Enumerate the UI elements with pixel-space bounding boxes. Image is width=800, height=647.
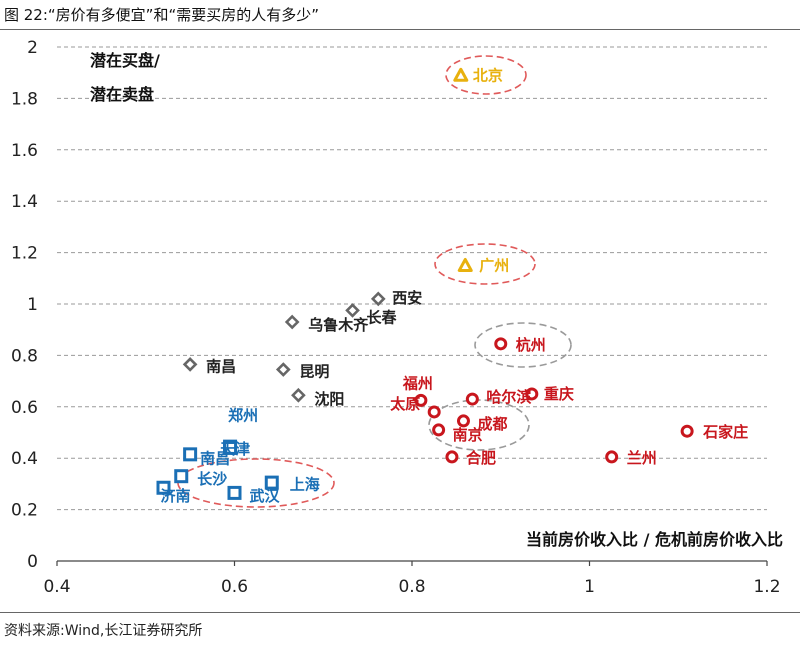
y-axis-title-line-1: 潜在买盘/ [90,51,160,70]
label-成都: 成都 [477,415,507,433]
y-tick-label: 0.6 [11,398,38,418]
y-tick-label: 0.4 [11,449,38,469]
y-axis-title-line-2: 潜在卖盘 [90,85,154,104]
point-南昌 [182,357,198,372]
label-乌鲁木齐: 乌鲁木齐 [308,316,369,334]
scatter-chart: 0 0.2 0.4 0.6 0.8 1 1.2 1.4 1.6 1.8 2 0.4 0.6 0.8 1 1.2… [11,38,783,597]
label-南昌: 南昌 [200,449,230,467]
label-长沙: 长沙 [197,470,227,488]
point-合肥 [445,450,459,464]
x-tick-label: 1 [584,577,595,597]
point-昆明 [275,362,291,377]
label-昆明: 昆明 [299,363,329,381]
x-tick-label: 1.2 [753,577,780,597]
point-沈阳 [291,387,306,403]
point-南京 [432,423,446,437]
label-南昌: 南昌 [206,357,236,375]
label-太原: 太原 [390,395,420,413]
label-武汉: 武汉 [250,487,281,505]
ellipse-nanjing-group [428,399,530,451]
x-axis-title: 当前房价收入比 / 危机前房价收入比 [526,530,783,549]
y-tick-label: 1 [27,295,38,315]
axes: 0 0.2 0.4 0.6 0.8 1 1.2 1.4 1.6 1.8 2 0.4 0.6 0.8 1 1.2 [11,38,781,597]
point-长春 [345,303,360,318]
label-长春: 长春 [367,308,397,326]
source-note: 资料来源:Wind,长江证券研究所 [4,623,203,639]
label-西安: 西安 [392,289,422,307]
label-天津: 天津 [220,440,250,458]
label-兰州: 兰州 [627,449,657,467]
grid-lines [57,46,767,511]
ellipse-beijing [445,55,527,95]
point-成都 [456,414,470,428]
y-tick-label: 1.8 [11,89,38,109]
footer-divider [0,612,800,613]
point-南昌 [183,447,198,462]
title-divider [0,29,800,30]
point-天津 [223,440,238,455]
label-沈阳: 沈阳 [314,390,344,408]
point-济南 [156,480,171,495]
y-tick-label: 1.6 [11,141,38,161]
label-郑州: 郑州 [228,407,258,425]
point-杭州 [494,337,508,351]
point-西安 [370,291,386,307]
y-tick-label: 1.2 [11,244,38,264]
label-重庆: 重庆 [544,385,574,403]
point-福州 [414,393,428,407]
x-tick-label: 0.8 [398,577,425,597]
figure-title: 图 22:“房价有多便宜”和“需要买房的人有多少” [4,6,319,24]
label-上海: 上海 [290,476,320,494]
point-兰州 [605,450,619,464]
label-北京: 北京 [473,66,503,84]
y-tick-label: 2 [27,38,38,58]
point-太原 [427,405,441,419]
ellipse-hangzhou [474,322,572,368]
y-tick-label: 0.2 [11,501,38,521]
label-合肥: 合肥 [465,449,496,467]
label-杭州: 杭州 [516,336,546,354]
point-北京 [453,67,469,82]
label-哈尔滨: 哈尔滨 [486,388,531,406]
x-tick-label: 0.4 [43,577,70,597]
data-points [156,67,694,500]
point-长沙 [174,469,189,484]
ellipse-guangzhou [434,243,536,285]
point-上海 [264,475,279,490]
label-福州: 福州 [402,374,433,392]
y-tick-label: 1.4 [11,192,38,212]
point-武汉 [227,485,242,500]
label-石家庄: 石家庄 [702,423,748,441]
point-哈尔滨 [465,392,479,406]
label-济南: 济南 [161,487,191,505]
y-tick-label: 0.8 [11,346,38,366]
y-tick-label: 0 [27,552,38,572]
point-广州 [457,257,473,272]
x-tick-label: 0.6 [221,577,248,597]
point-石家庄 [680,424,694,438]
point-重庆 [525,387,539,401]
point-乌鲁木齐 [284,314,300,330]
label-广州: 广州 [479,256,509,274]
label-南京: 南京 [453,426,483,444]
